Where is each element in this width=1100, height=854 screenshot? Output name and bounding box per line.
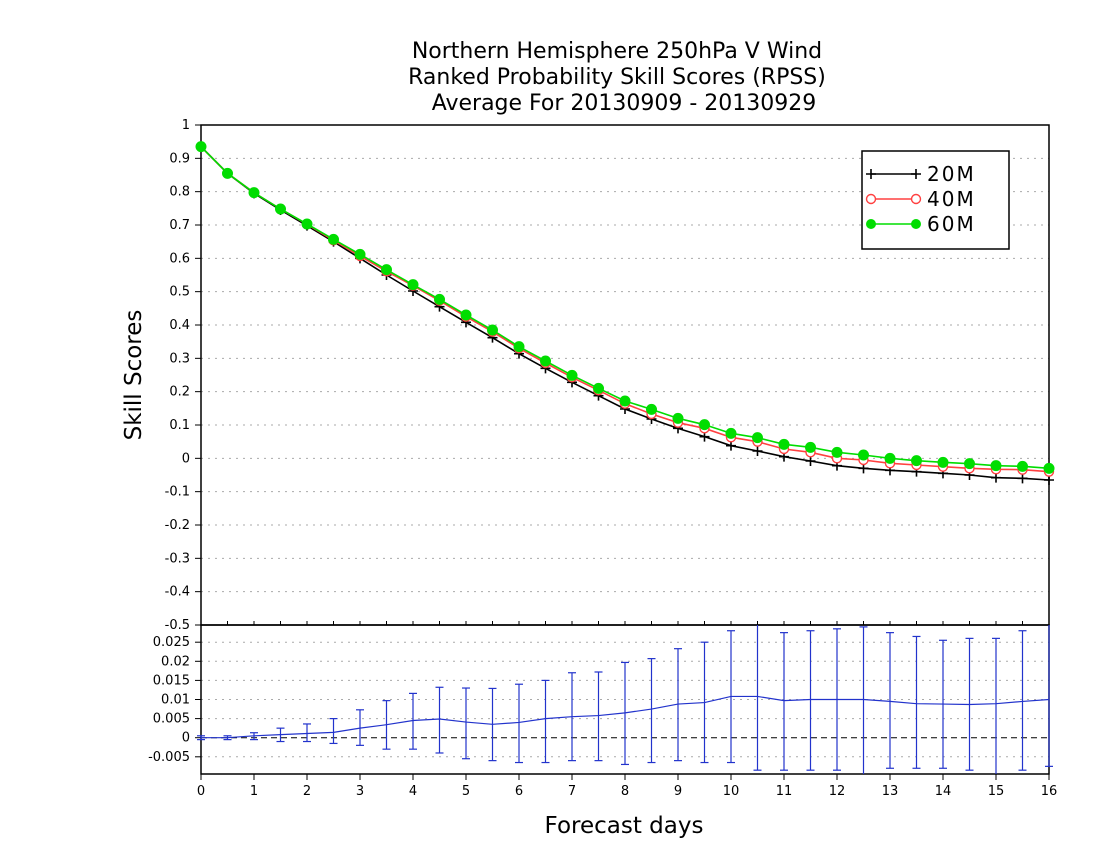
bottom-y-tick-label: 0.015 xyxy=(153,673,190,688)
data-point-60M xyxy=(937,456,949,468)
data-point-60M xyxy=(275,203,286,215)
data-point-60M xyxy=(884,452,896,464)
data-point-60M xyxy=(778,438,790,450)
x-axis-title: Forecast days xyxy=(545,813,704,839)
data-point-60M xyxy=(487,324,498,336)
data-point-60M xyxy=(328,233,339,245)
chart-subtitle: Ranked Probability Skill Scores (RPSS) xyxy=(408,65,826,90)
x-tick-label: 2 xyxy=(303,784,311,799)
data-point-60M xyxy=(222,167,233,179)
bottom-y-tick-label: 0.025 xyxy=(153,635,190,650)
legend-marker-60M xyxy=(866,219,876,229)
legend-marker-60M xyxy=(911,219,921,229)
x-tick-label: 4 xyxy=(409,784,417,799)
plot-layer: -0.4 -0.3 -0.2 -0.1 0 0.1 0.2 0.3 0.4 0.5 0.6 0.7 0.… xyxy=(148,118,1057,799)
top-y-tick-label: -0.3 xyxy=(165,551,190,566)
chart-title: Northern Hemisphere 250hPa V Wind xyxy=(412,39,822,64)
data-point-60M xyxy=(434,293,445,305)
top-y-tick-label: 1 xyxy=(182,118,190,133)
bottom-y-tick-label: 0.02 xyxy=(161,654,190,669)
chart-subtitle-date-range: Average For 20130909 - 20130929 xyxy=(432,91,817,116)
x-tick-label: 10 xyxy=(723,784,740,799)
x-tick-label: 13 xyxy=(882,784,899,799)
data-point-60M xyxy=(646,403,657,415)
top-y-tick-label: 0 xyxy=(182,451,190,466)
x-tick-label: 15 xyxy=(988,784,1005,799)
top-y-tick-label: -0.4 xyxy=(165,585,190,600)
top-y-tick-label: 0.3 xyxy=(169,351,190,366)
x-tick-label: 12 xyxy=(829,784,846,799)
data-point-60M xyxy=(752,432,763,444)
x-tick-label: 16 xyxy=(1041,784,1058,799)
data-point-60M xyxy=(593,382,604,394)
x-tick-label: 5 xyxy=(462,784,470,799)
top-y-tick-label: 0.7 xyxy=(169,218,190,233)
data-point-60M xyxy=(381,264,392,276)
data-point-20M xyxy=(1017,473,1028,484)
top-y-tick-label: 0.6 xyxy=(169,251,190,266)
data-point-60M xyxy=(1017,460,1028,472)
data-point-60M xyxy=(248,187,260,199)
x-tick-label: 0 xyxy=(197,784,205,799)
data-point-60M xyxy=(805,441,816,453)
bottom-y-tick-label: 0.005 xyxy=(153,712,190,727)
x-tick-label: 6 xyxy=(515,784,523,799)
difference-line xyxy=(201,695,1050,739)
data-point-60M xyxy=(964,458,975,470)
data-point-20M xyxy=(752,446,763,456)
legend-marker-20M xyxy=(866,169,876,179)
top-y-tick-label: -0.2 xyxy=(165,518,190,533)
legend-marker-20M xyxy=(911,169,921,179)
data-point-60M xyxy=(407,279,419,291)
top-y-tick-label: 0.4 xyxy=(169,318,190,333)
data-point-60M xyxy=(831,446,843,458)
x-tick-label: 1 xyxy=(250,784,258,799)
data-point-60M xyxy=(725,427,737,439)
x-tick-label: 7 xyxy=(568,784,576,799)
legend-box xyxy=(861,150,1010,250)
y-axis-title: Skill Scores xyxy=(121,310,147,441)
top-y-tick-label: 0.5 xyxy=(169,285,190,300)
x-tick-label: 11 xyxy=(776,784,793,799)
top-y-tick-label: -0.5 xyxy=(165,618,190,633)
data-point-60M xyxy=(699,419,710,431)
top-y-tick-label: -0.1 xyxy=(165,485,190,500)
data-point-60M xyxy=(354,248,366,260)
top-y-tick-label: 0.9 xyxy=(169,151,190,166)
top-y-tick-label: 0.2 xyxy=(169,385,190,400)
data-point-60M xyxy=(460,309,472,321)
legend-label-60M: 60M xyxy=(927,212,976,236)
top-y-tick-label: 0.1 xyxy=(169,418,190,433)
x-tick-label: 9 xyxy=(674,784,682,799)
bottom-y-tick-label: -0.005 xyxy=(148,750,190,765)
legend-label-40M: 40M xyxy=(927,187,976,211)
data-point-60M xyxy=(195,141,207,153)
bottom-y-tick-label: 0 xyxy=(182,731,190,746)
data-point-60M xyxy=(911,455,922,467)
x-tick-label: 14 xyxy=(935,784,952,799)
x-tick-label: 8 xyxy=(621,784,629,799)
data-point-60M xyxy=(858,449,869,461)
data-point-60M xyxy=(566,369,578,381)
bottom-y-tick-label: 0.01 xyxy=(161,693,190,708)
legend-marker-40M xyxy=(865,193,877,205)
data-point-60M xyxy=(1043,462,1055,474)
data-point-60M xyxy=(540,355,551,367)
data-point-60M xyxy=(672,412,684,424)
legend-marker-40M xyxy=(910,193,922,205)
data-point-20M xyxy=(805,456,816,466)
data-point-60M xyxy=(619,395,631,407)
data-point-60M xyxy=(513,341,525,353)
data-point-60M xyxy=(301,218,313,230)
data-point-60M xyxy=(990,460,1002,472)
top-y-tick-label: 0.8 xyxy=(169,185,190,200)
x-tick-label: 3 xyxy=(356,784,364,799)
legend-label-20M: 20M xyxy=(927,162,976,186)
